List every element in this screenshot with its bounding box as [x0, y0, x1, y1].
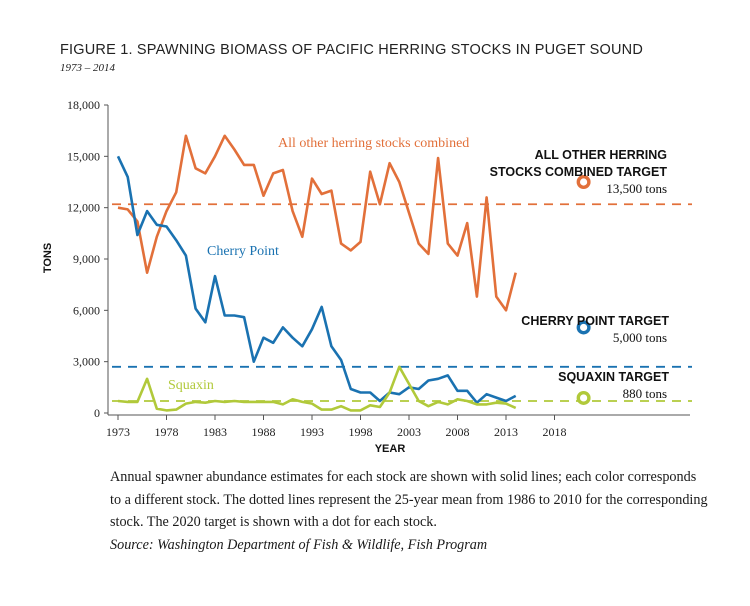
series-label-cherry-point: Cherry Point	[207, 244, 279, 259]
target-value-cherry-point: 5,000 tons	[613, 330, 667, 345]
x-tick-label: 1983	[203, 425, 227, 439]
target-label-other-line1: ALL OTHER HERRING	[535, 148, 667, 162]
x-tick-label: 2013	[494, 425, 518, 439]
x-tick-label: 1973	[106, 425, 130, 439]
target-label-other-line2: STOCKS COMBINED TARGET	[490, 165, 668, 179]
target-value-other: 13,500 tons	[606, 181, 667, 196]
target-label-cherry-point: CHERRY POINT TARGET	[521, 314, 669, 328]
x-tick-label: 1978	[155, 425, 179, 439]
series-line-other	[117, 134, 517, 312]
x-tick-label: 2008	[446, 425, 470, 439]
target-value-squaxin: 880 tons	[623, 386, 667, 401]
y-tick-label: 15,000	[67, 149, 100, 163]
target-dot-center-other	[580, 178, 588, 186]
herring-chart: 0 3,000 6,000 9,000 12,000 15,000 18,000 1973 19…	[42, 98, 692, 455]
series-line-cherry-point	[116, 155, 517, 405]
target-dot-center-squaxin	[580, 394, 588, 402]
series-label-other: All other herring stocks combined	[278, 136, 469, 151]
x-tick-label: 2018	[543, 425, 567, 439]
series-line-squaxin	[117, 365, 517, 412]
y-tick-label: 3,000	[73, 355, 100, 369]
y-tick-label: 6,000	[73, 303, 100, 317]
figure-subtitle: 1973 – 2014	[60, 62, 115, 74]
y-axis-title: TONS	[42, 243, 54, 273]
x-tick-label: 1998	[349, 425, 373, 439]
x-tick-label: 1988	[252, 425, 276, 439]
x-tick-label: 1993	[300, 425, 324, 439]
target-label-squaxin: SQUAXIN TARGET	[558, 370, 669, 384]
y-tick-label: 9,000	[73, 252, 100, 266]
y-tick-label: 12,000	[67, 201, 100, 215]
y-tick-label: 18,000	[67, 98, 100, 112]
x-axis-title: YEAR	[375, 443, 406, 455]
y-tick-label: 0	[94, 406, 100, 420]
series-label-squaxin: Squaxin	[168, 378, 214, 393]
figure-caption: Annual spawner abundance estimates for e…	[110, 466, 710, 556]
figure-title: FIGURE 1. SPAWNING BIOMASS OF PACIFIC HE…	[60, 42, 643, 58]
source-note: Source: Washington Department of Fish & …	[110, 536, 488, 553]
x-tick-label: 2003	[397, 425, 421, 439]
target-dot-center-cherry-point	[580, 323, 588, 332]
caption-text: Annual spawner abundance estimates for e…	[110, 469, 708, 531]
